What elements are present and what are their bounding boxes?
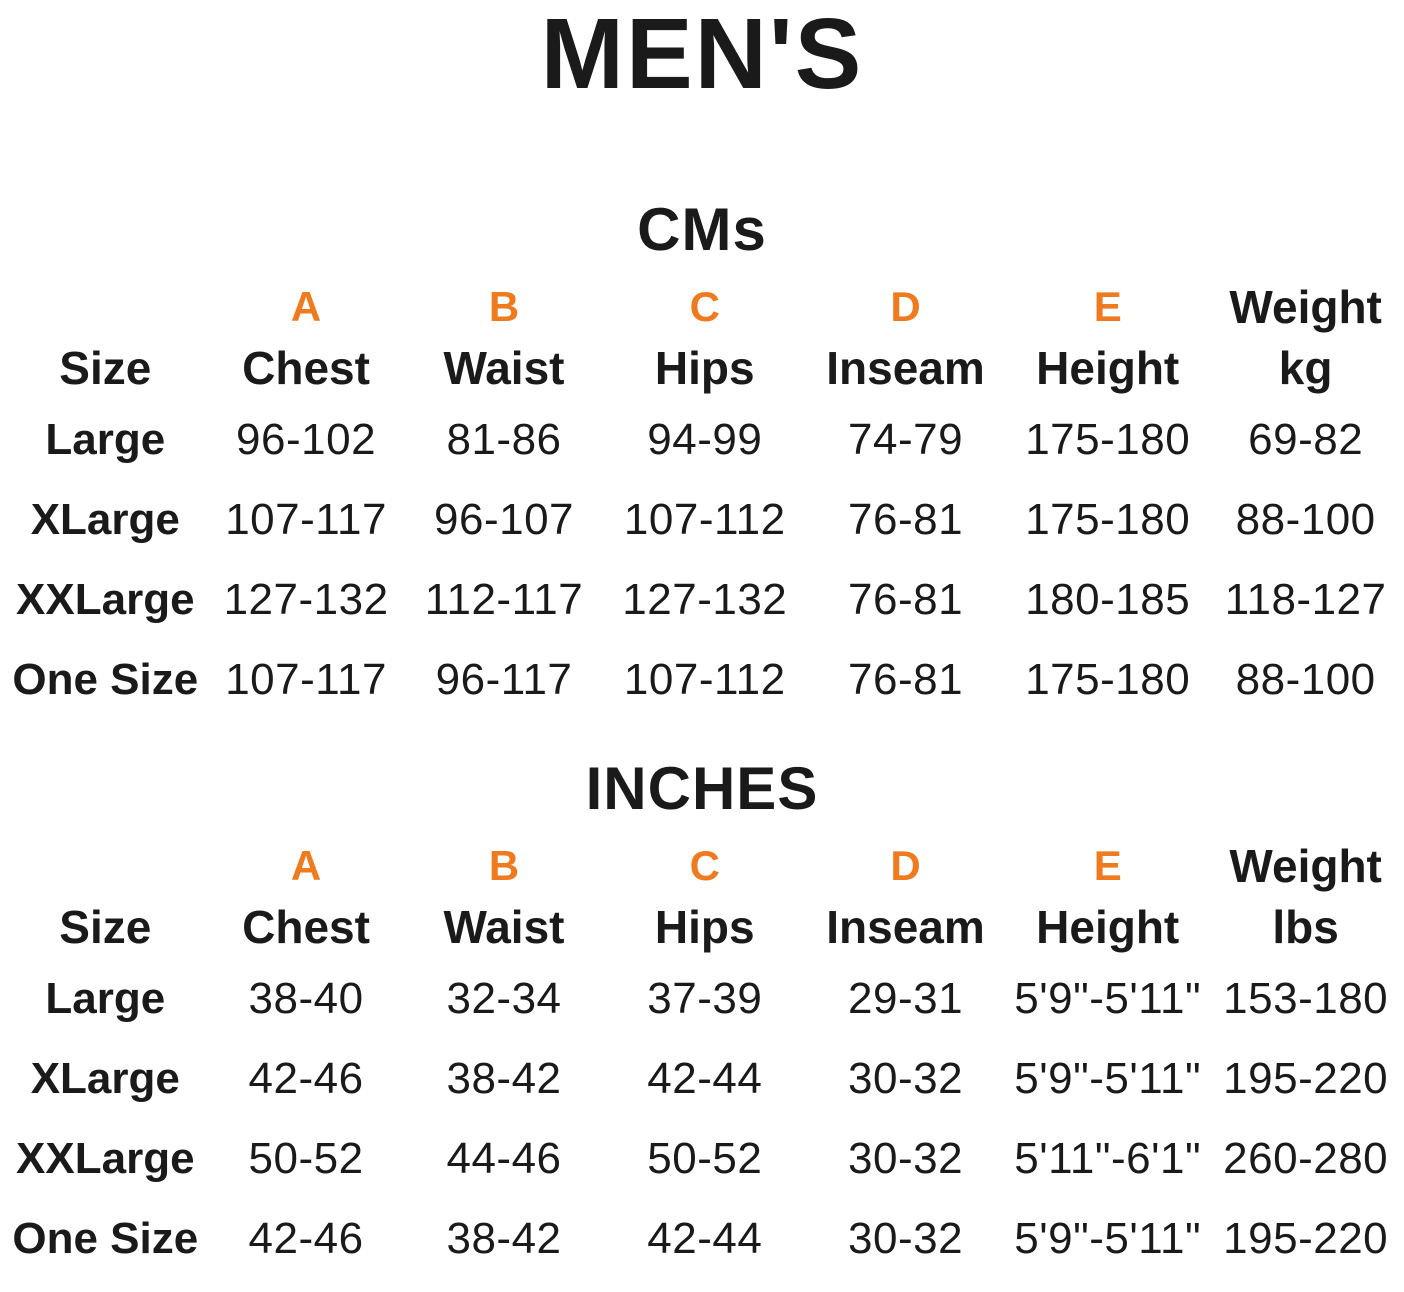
cm-col-hips: Hips: [654, 342, 755, 394]
cm-row-large-height: 175-180: [1025, 415, 1191, 464]
inch-letter-spacer: [0, 837, 211, 895]
inch-row-xlarge-chest: 42-46: [248, 1054, 364, 1103]
cm-table-title: CMs: [637, 196, 767, 263]
inch-row-onesize-weight: 195-220: [1223, 1214, 1389, 1263]
cm-measure-letter-e: E: [1093, 283, 1122, 330]
inch-row-large-size: Large: [45, 974, 166, 1023]
cm-col-inseam: Inseam: [826, 342, 985, 394]
cm-weight-header: Weight: [1229, 281, 1382, 333]
cm-row-onesize-waist: 96-117: [435, 655, 573, 704]
inch-col-waist: Waist: [443, 901, 565, 953]
cm-row-onesize-size: One Size: [12, 655, 199, 704]
inch-row-large-chest: 38-40: [248, 974, 364, 1023]
cm-row-large-waist: 81-86: [446, 415, 562, 464]
cm-row-xlarge-inseam: 76-81: [848, 495, 964, 544]
cm-measure-letter-a: A: [290, 283, 322, 330]
inches-table-title: INCHES: [585, 755, 819, 822]
cm-row-xlarge-height: 175-180: [1025, 495, 1191, 544]
cm-row-large-hips: 94-99: [647, 415, 763, 464]
inch-row-large-hips: 37-39: [647, 974, 763, 1023]
cm-row-onesize-hips: 107-112: [623, 655, 786, 704]
inch-row-xxlarge-chest: 50-52: [248, 1134, 364, 1183]
page-title: MEN'S: [540, 0, 864, 110]
inch-row-xxlarge-size: XXLarge: [16, 1134, 195, 1183]
inch-row-onesize-chest: 42-46: [248, 1214, 364, 1263]
cm-col-chest: Chest: [242, 342, 370, 394]
cm-row-xlarge-hips: 107-112: [623, 495, 786, 544]
cm-row-xlarge-weight: 88-100: [1235, 495, 1376, 544]
inch-row-onesize-hips: 42-44: [647, 1214, 763, 1263]
inch-col-size: Size: [59, 901, 152, 953]
cm-letter-spacer: [0, 278, 211, 336]
inch-col-chest: Chest: [242, 901, 370, 953]
inch-row-onesize-waist: 38-42: [446, 1214, 562, 1263]
cm-row-onesize-height: 175-180: [1025, 655, 1191, 704]
cm-measure-letter-c: C: [689, 283, 720, 330]
cm-row-large-chest: 96-102: [236, 415, 377, 464]
inch-measure-letter-b: B: [488, 842, 520, 889]
inch-row-xlarge-weight: 195-220: [1223, 1054, 1389, 1103]
inch-row-large-inseam: 29-31: [848, 974, 964, 1023]
cm-row-large-inseam: 74-79: [848, 415, 964, 464]
cm-col-size: Size: [59, 342, 152, 394]
cm-row-xxlarge-size: XXLarge: [16, 575, 195, 624]
cm-col-weight-unit: kg: [1278, 342, 1333, 394]
cm-row-onesize-weight: 88-100: [1235, 655, 1376, 704]
inch-col-weight-unit: lbs: [1272, 901, 1339, 953]
cm-row-xxlarge-weight: 118-127: [1224, 575, 1387, 624]
cm-row-xlarge-chest: 107-117: [225, 495, 387, 544]
inch-row-large-weight: 153-180: [1223, 974, 1389, 1023]
inch-measure-letter-e: E: [1093, 842, 1122, 889]
cm-measure-letter-b: B: [488, 283, 520, 330]
cm-row-xxlarge-chest: 127-132: [223, 575, 389, 624]
inch-row-xlarge-inseam: 30-32: [848, 1054, 964, 1103]
inch-row-onesize-size: One Size: [12, 1214, 199, 1263]
cm-row-onesize-chest: 107-117: [225, 655, 387, 704]
inch-row-xlarge-waist: 38-42: [446, 1054, 562, 1103]
cm-row-large-size: Large: [45, 415, 166, 464]
cm-table: A B C D E Weight Size Chest Waist Hips I…: [0, 278, 1404, 720]
inch-measure-letter-d: D: [890, 842, 921, 889]
cm-col-height: Height: [1036, 342, 1180, 394]
inch-col-inseam: Inseam: [826, 901, 985, 953]
cm-row-xxlarge-inseam: 76-81: [848, 575, 964, 624]
cm-row-large-weight: 69-82: [1248, 415, 1364, 464]
inch-row-xxlarge-waist: 44-46: [446, 1134, 562, 1183]
inch-weight-header: Weight: [1229, 840, 1382, 892]
cm-row-onesize-inseam: 76-81: [848, 655, 964, 704]
cm-row-xxlarge-hips: 127-132: [622, 575, 788, 624]
cm-row-xxlarge-height: 180-185: [1025, 575, 1191, 624]
cm-row-xxlarge-waist: 112-117: [424, 575, 584, 624]
inch-row-xxlarge-inseam: 30-32: [848, 1134, 964, 1183]
inch-row-xlarge-hips: 42-44: [647, 1054, 763, 1103]
inch-row-large-waist: 32-34: [446, 974, 562, 1023]
inch-col-height: Height: [1036, 901, 1180, 953]
cm-row-xlarge-waist: 96-107: [434, 495, 575, 544]
inches-table: A B C D E Weight Size Chest Waist Hips I…: [0, 837, 1404, 1279]
cm-col-waist: Waist: [443, 342, 565, 394]
cm-measure-letter-d: D: [890, 283, 921, 330]
inch-row-xlarge-height: 5'9"-5'11": [1014, 1054, 1202, 1103]
inch-row-xxlarge-hips: 50-52: [647, 1134, 763, 1183]
inch-row-onesize-inseam: 30-32: [848, 1214, 964, 1263]
inch-row-xlarge-size: XLarge: [30, 1054, 180, 1103]
cm-row-xlarge-size: XLarge: [30, 495, 180, 544]
inch-row-xxlarge-height: 5'11"-6'1": [1014, 1134, 1202, 1183]
inch-measure-letter-c: C: [689, 842, 720, 889]
inch-row-onesize-height: 5'9"-5'11": [1014, 1214, 1202, 1263]
inch-measure-letter-a: A: [290, 842, 322, 889]
inch-row-large-height: 5'9"-5'11": [1014, 974, 1202, 1023]
inch-col-hips: Hips: [654, 901, 755, 953]
inch-row-xxlarge-weight: 260-280: [1223, 1134, 1389, 1183]
